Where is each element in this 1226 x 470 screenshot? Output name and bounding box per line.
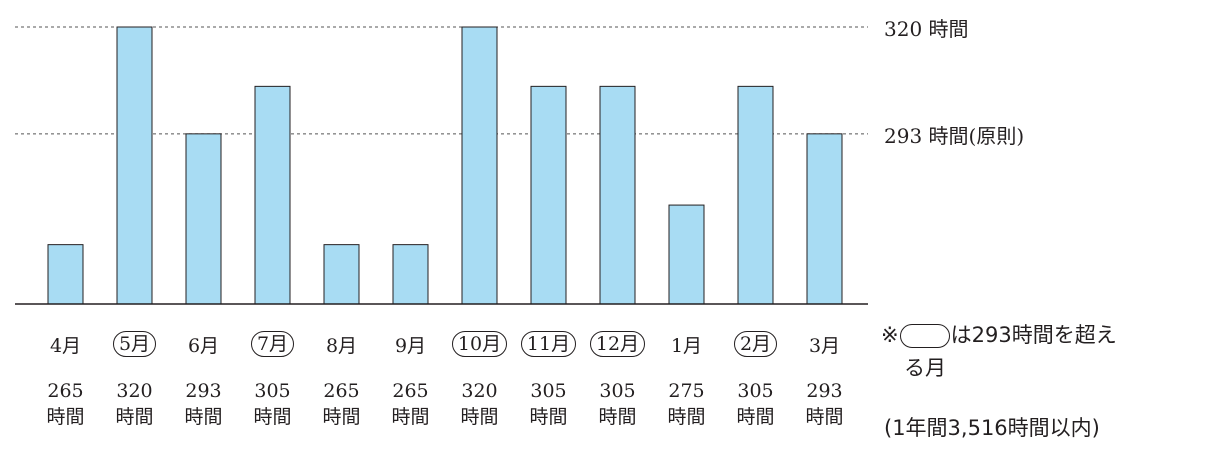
bar-12月 (599, 85, 636, 305)
hour-label-4月: 265 時間 (46, 380, 85, 428)
bar-10月 (461, 26, 498, 305)
legend-note: ※ は293時間を超え (881, 319, 1117, 349)
hour-label-11月: 305 時間 (529, 380, 568, 428)
legend-note-line2: る月 (904, 352, 946, 382)
month-label-2月: 2月 (722, 331, 790, 357)
bar-6月 (185, 133, 222, 305)
bar-7月 (254, 85, 291, 305)
bar-4月 (47, 244, 84, 305)
month-label-4月: 4月 (49, 335, 82, 357)
hour-label-5月: 320 時間 (115, 380, 154, 428)
reference-label-293: 293 時間(原則) (884, 123, 1025, 148)
legend-text-2: る月 (904, 356, 946, 380)
hour-label-10月: 320 時間 (460, 380, 499, 428)
month-label-8月: 8月 (325, 335, 358, 357)
annual-limit-note: (1年間3,516時間以内) (884, 412, 1100, 442)
hour-label-3月: 293 時間 (805, 380, 844, 428)
hour-label-1月: 275 時間 (667, 380, 706, 428)
hour-label-6月: 293 時間 (184, 380, 223, 428)
bar-1月 (668, 204, 705, 305)
bar-9月 (392, 244, 429, 305)
annual-limit-text: (1年間3,516時間以内) (884, 416, 1100, 440)
month-label-9月: 9月 (394, 335, 427, 357)
bar-3月 (806, 133, 843, 305)
bar-8月 (323, 244, 360, 305)
reference-label-320: 320 時間 (884, 17, 969, 41)
hour-label-9月: 265 時間 (391, 380, 430, 428)
legend-oval-icon (899, 324, 950, 348)
legend-prefix: ※ (881, 323, 899, 347)
month-label-6月: 6月 (187, 335, 220, 357)
bar-2月 (737, 85, 774, 305)
month-label-12月: 12月 (584, 331, 652, 357)
month-label-10月: 10月 (446, 331, 514, 357)
hour-label-7月: 305 時間 (253, 380, 292, 428)
month-label-7月: 7月 (239, 331, 307, 357)
legend-text: は293時間を超え (950, 323, 1117, 347)
bar-11月 (530, 85, 567, 305)
month-label-5月: 5月 (101, 331, 169, 357)
month-label-3月: 3月 (808, 335, 841, 357)
hour-label-8月: 265 時間 (322, 380, 361, 428)
hour-label-12月: 305 時間 (598, 380, 637, 428)
month-label-11月: 11月 (515, 331, 583, 357)
bar-5月 (116, 26, 153, 305)
hour-label-2月: 305 時間 (736, 380, 775, 428)
month-label-1月: 1月 (670, 335, 703, 357)
